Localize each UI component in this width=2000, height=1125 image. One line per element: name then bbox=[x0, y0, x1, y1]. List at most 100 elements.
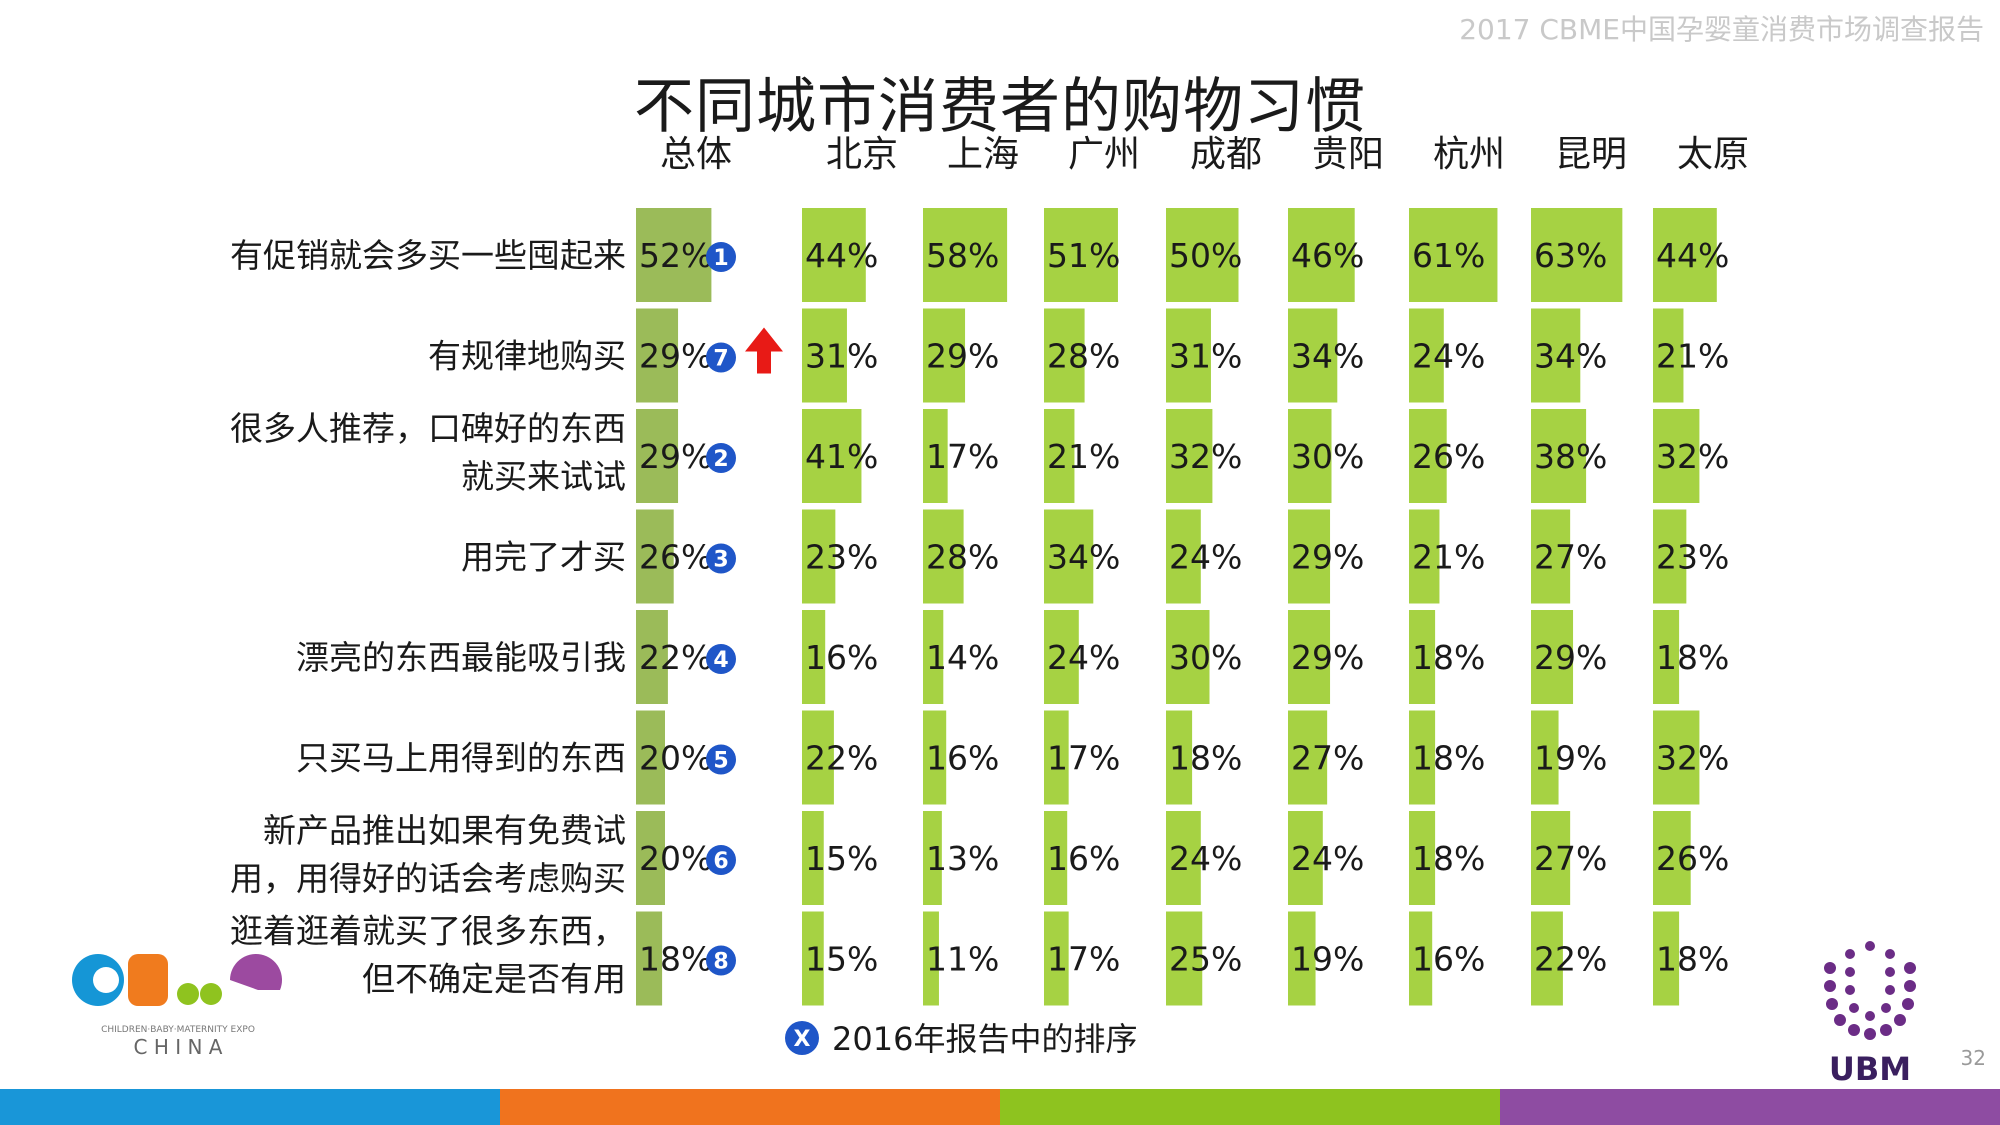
value-label: 13% bbox=[926, 839, 999, 878]
bar-city bbox=[802, 710, 834, 805]
bar-city bbox=[1409, 610, 1436, 704]
value-label: 61% bbox=[1412, 236, 1485, 275]
bar-city bbox=[1409, 811, 1436, 905]
value-label: 31% bbox=[805, 337, 878, 376]
bar-total bbox=[636, 509, 674, 604]
footer-segment bbox=[500, 1089, 1000, 1125]
row-label: 用完了才买 bbox=[461, 538, 626, 577]
bar-city bbox=[802, 509, 836, 604]
bar-city bbox=[1653, 710, 1700, 805]
bar-city bbox=[1288, 610, 1331, 704]
column-header: 贵阳 bbox=[1312, 134, 1384, 175]
value-label: 20% bbox=[639, 839, 712, 878]
value-label: 16% bbox=[805, 638, 878, 677]
bar-city bbox=[802, 409, 862, 503]
bar-city bbox=[1531, 610, 1574, 704]
value-label: 22% bbox=[805, 739, 878, 778]
bar-city bbox=[1288, 710, 1328, 805]
bar-city bbox=[1166, 409, 1213, 503]
rank-badge bbox=[706, 644, 736, 674]
row-label: 就买来试试 bbox=[461, 457, 626, 496]
value-label: 44% bbox=[1656, 236, 1729, 275]
value-label: 19% bbox=[1534, 739, 1607, 778]
report-header: 2017 CBME中国孕婴童消费市场调查报告 bbox=[1459, 13, 1984, 46]
column-header: 总体 bbox=[660, 134, 732, 175]
bar-city bbox=[1166, 208, 1239, 302]
bar-city bbox=[1166, 308, 1211, 403]
cbme-letters-icon bbox=[72, 954, 282, 1006]
value-label: 24% bbox=[1412, 337, 1485, 376]
value-label: 24% bbox=[1291, 839, 1364, 878]
value-label: 52% bbox=[639, 236, 712, 275]
value-label: 26% bbox=[1412, 437, 1485, 476]
bar-city bbox=[1653, 308, 1684, 403]
bar-city bbox=[1288, 509, 1331, 604]
value-label: 24% bbox=[1047, 638, 1120, 677]
value-label: 18% bbox=[1412, 739, 1485, 778]
legend-text: 2016年报告中的排序 bbox=[832, 1020, 1137, 1058]
ubm-text: UBM bbox=[1829, 1050, 1911, 1088]
value-label: 32% bbox=[1169, 437, 1242, 476]
bar-city bbox=[923, 911, 939, 1006]
bar-city bbox=[1409, 509, 1440, 604]
bar-city bbox=[1409, 208, 1498, 302]
rank-number: 1 bbox=[713, 246, 728, 271]
bar-city bbox=[923, 208, 1008, 302]
bar-city bbox=[1044, 610, 1079, 704]
bar-city bbox=[1653, 409, 1700, 503]
value-label: 28% bbox=[1047, 337, 1120, 376]
cbme-logo: CHILDREN·BABY·MATERNITY EXPO C H I N A bbox=[72, 954, 282, 1058]
value-label: 20% bbox=[639, 739, 712, 778]
rank-number: 4 bbox=[713, 648, 728, 673]
logo-region: C H I N A bbox=[134, 1035, 223, 1058]
row-label: 很多人推荐，口碑好的东西 bbox=[230, 409, 626, 448]
value-label: 63% bbox=[1534, 236, 1607, 275]
value-label: 17% bbox=[1047, 940, 1120, 979]
value-label: 30% bbox=[1169, 638, 1242, 677]
value-label: 11% bbox=[926, 940, 999, 979]
rank-badge bbox=[706, 342, 736, 373]
bar-city bbox=[1653, 811, 1691, 905]
bar-city bbox=[1531, 409, 1587, 503]
rank-number: 8 bbox=[713, 950, 728, 975]
bar-city bbox=[923, 811, 942, 905]
bar-total bbox=[636, 811, 665, 905]
value-label: 29% bbox=[926, 337, 999, 376]
value-label: 32% bbox=[1656, 437, 1729, 476]
bar-city bbox=[1288, 911, 1316, 1006]
value-label: 16% bbox=[926, 739, 999, 778]
row-label: 逛着逛着就买了很多东西， bbox=[230, 912, 626, 951]
value-label: 29% bbox=[1291, 638, 1364, 677]
rank-number: 7 bbox=[713, 347, 728, 372]
row-label: 漂亮的东西最能吸引我 bbox=[296, 638, 626, 677]
bar-total bbox=[636, 409, 679, 503]
value-label: 29% bbox=[1291, 538, 1364, 577]
bar-total bbox=[636, 208, 712, 302]
bar-city bbox=[802, 911, 824, 1006]
bar-city bbox=[1653, 208, 1717, 302]
rank-badge bbox=[706, 242, 736, 272]
value-label: 29% bbox=[1534, 638, 1607, 677]
bar-city bbox=[923, 409, 948, 503]
column-header: 昆明 bbox=[1555, 134, 1627, 175]
value-label: 50% bbox=[1169, 236, 1242, 275]
value-label: 21% bbox=[1412, 538, 1485, 577]
value-label: 27% bbox=[1291, 739, 1364, 778]
value-label: 27% bbox=[1534, 839, 1607, 878]
bar-city bbox=[1653, 610, 1680, 704]
bar-city bbox=[1531, 811, 1571, 905]
rank-number: 3 bbox=[713, 548, 728, 573]
footer-segment bbox=[1000, 1089, 1500, 1125]
value-label: 41% bbox=[805, 437, 878, 476]
value-label: 28% bbox=[926, 538, 999, 577]
value-label: 38% bbox=[1534, 437, 1607, 476]
bar-city bbox=[1166, 610, 1210, 704]
value-label: 18% bbox=[1412, 638, 1485, 677]
value-label: 31% bbox=[1169, 337, 1242, 376]
bar-city bbox=[923, 509, 964, 604]
legend-marker: X bbox=[794, 1027, 811, 1052]
rank-badge bbox=[706, 744, 736, 775]
bar-city bbox=[1166, 509, 1201, 604]
ubm-dots-icon bbox=[1824, 941, 1916, 1040]
ubm-logo: UBM bbox=[1824, 941, 1916, 1088]
